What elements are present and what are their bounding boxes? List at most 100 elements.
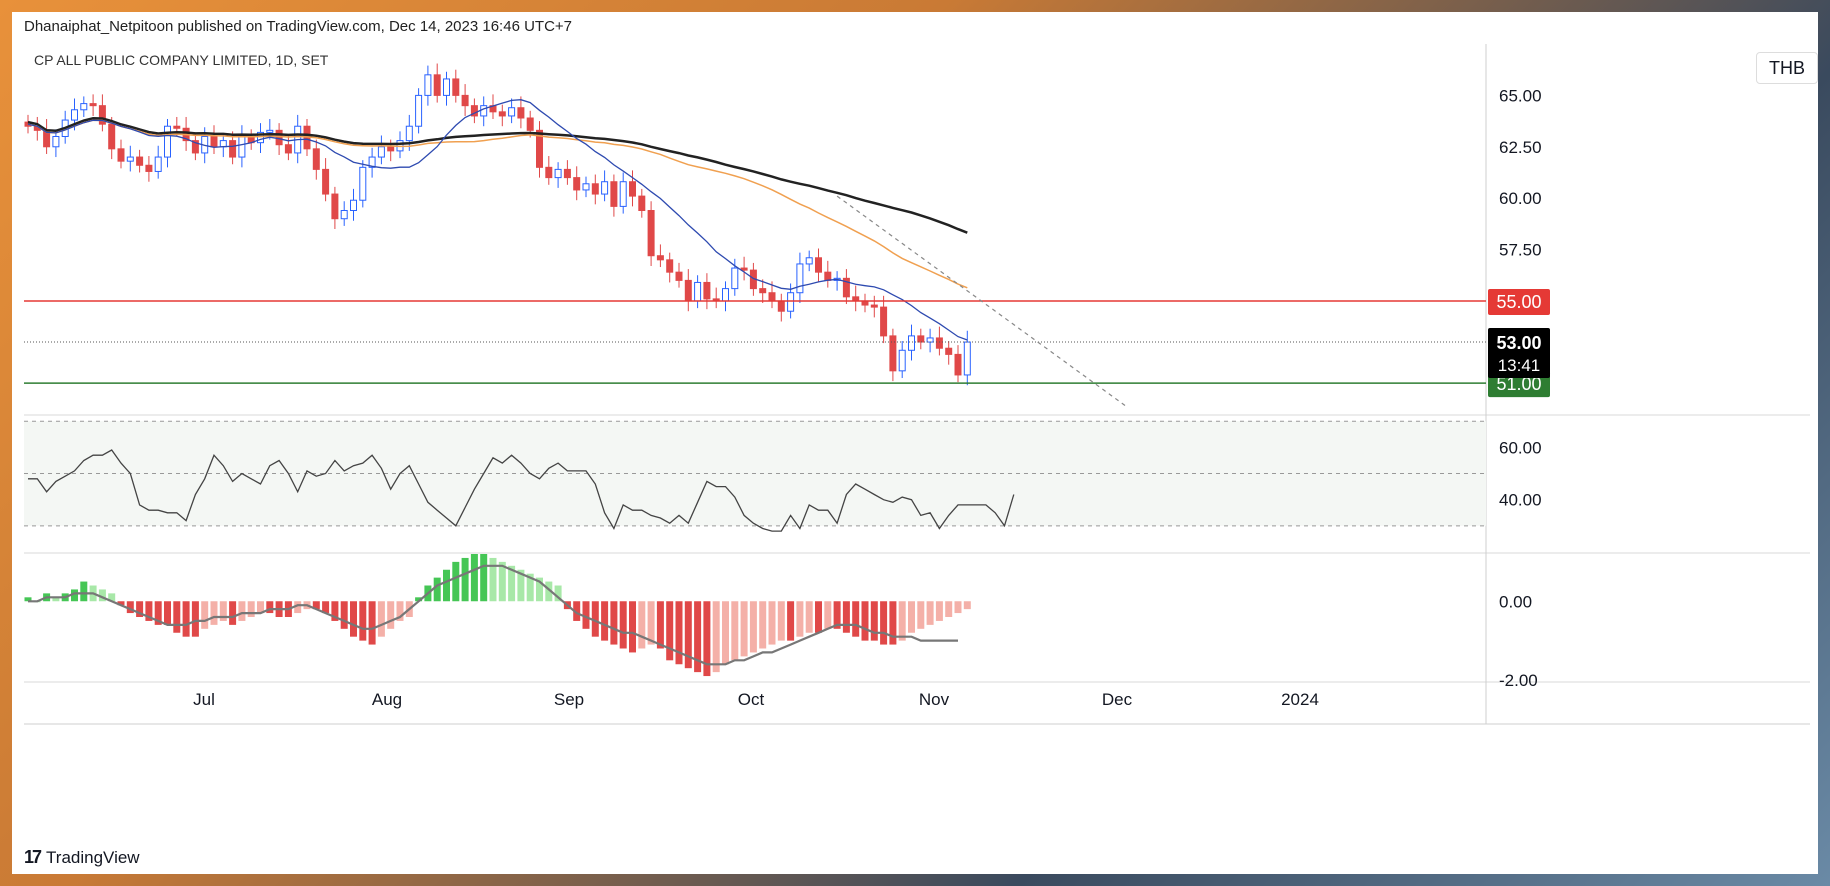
candle-body: [954, 353, 962, 376]
macd-histogram-bar: [164, 601, 171, 625]
macd-histogram-bar: [619, 601, 627, 649]
macd-histogram-bar: [787, 601, 795, 641]
publisher-line: Dhanaiphat_Netpitoon published on Tradin…: [24, 18, 573, 35]
level-price-badge: [1488, 288, 1550, 315]
price-tick-label: 65.00: [1499, 86, 1542, 105]
macd-histogram-bar: [294, 601, 302, 614]
macd-histogram-bar: [52, 597, 60, 602]
macd-histogram-bar: [647, 601, 655, 645]
candle-body: [508, 107, 516, 117]
last-price-badge: [1488, 328, 1550, 379]
level-price-label: 51.00: [1496, 374, 1541, 394]
candle-body: [266, 129, 274, 133]
macd-histogram-bar: [526, 573, 534, 602]
time-tick-label: Oct: [738, 690, 765, 709]
macd-histogram-bar: [312, 601, 320, 610]
sma-long-line: [27, 117, 968, 234]
time-tick-label: Sep: [554, 690, 584, 709]
candle-body: [359, 166, 367, 201]
candle-body: [703, 281, 711, 300]
chart-frame: Dhanaiphat_Netpitoon published on Tradin…: [12, 12, 1818, 874]
macd-histogram-bar: [926, 601, 934, 625]
level-price-label: 55.00: [1496, 292, 1541, 312]
candle-body: [610, 181, 618, 207]
macd-histogram-bar: [229, 601, 237, 625]
macd-histogram-bar: [861, 601, 869, 641]
candle-body: [554, 168, 562, 179]
macd-histogram-bar: [508, 565, 516, 602]
macd-tick-label: 0.00: [1499, 592, 1532, 611]
rsi-line: [28, 449, 1015, 532]
macd-histogram-bar: [359, 601, 367, 641]
candle-body: [536, 129, 543, 168]
macd-histogram-bar: [777, 601, 785, 641]
macd-histogram-bar: [173, 601, 181, 633]
candle-body: [108, 123, 116, 150]
sma-mid-line: [27, 119, 968, 289]
macd-histogram-bar: [396, 601, 404, 621]
chart-svg[interactable]: 65.00 62.50 60.00 57.50 55.00 51.00 53.00 13:41…: [24, 44, 1810, 839]
candle-body: [842, 277, 850, 298]
candle-body: [526, 117, 534, 131]
macd-histogram-bar: [629, 601, 636, 653]
macd-histogram-bar: [108, 593, 116, 602]
macd-histogram-bar: [842, 601, 850, 633]
candle-body: [805, 257, 813, 265]
macd-histogram-bar: [433, 577, 441, 602]
candle-body: [229, 140, 237, 158]
macd-histogram-bar: [684, 601, 692, 669]
last-price-label: 53.00: [1496, 333, 1541, 353]
candle-body: [684, 279, 692, 302]
macd-histogram-bar: [963, 601, 971, 610]
candle-body: [173, 125, 181, 129]
macd-histogram-bar: [219, 601, 227, 621]
time-tick-label: 2024: [1281, 690, 1319, 709]
candle-body: [740, 267, 748, 271]
macd-histogram-bar: [880, 601, 888, 645]
macd-histogram-bar: [24, 597, 32, 602]
rsi-tick-label: 60.00: [1499, 438, 1542, 457]
candle-body: [461, 94, 469, 107]
macd-histogram-bar: [610, 601, 618, 645]
macd-histogram-bar: [573, 601, 581, 621]
candle-body: [768, 292, 776, 302]
macd-histogram-bar: [331, 601, 339, 621]
candle-body: [545, 166, 553, 179]
candle-body: [257, 131, 264, 144]
candle-body: [415, 94, 423, 127]
macd-histogram-bar: [731, 601, 739, 661]
candle-body: [126, 156, 134, 162]
currency-selector[interactable]: THB: [1756, 52, 1818, 84]
candle-body: [433, 74, 441, 96]
macd-histogram-bar: [703, 601, 711, 677]
macd-histogram-bar: [210, 601, 218, 625]
trendline: [836, 195, 1126, 407]
chart-area[interactable]: 65.00 62.50 60.00 57.50 55.00 51.00 53.00 13:41…: [24, 44, 1818, 839]
candle-body: [582, 183, 590, 191]
macd-histogram-bar: [71, 589, 78, 602]
tradingview-brand: TradingView: [46, 847, 140, 867]
price-tick-label: 60.00: [1499, 189, 1542, 208]
candle-body: [963, 341, 971, 376]
macd-histogram-bar: [377, 601, 385, 637]
price-tick-label: 57.50: [1499, 241, 1542, 260]
candle-body: [898, 349, 906, 372]
candle-body: [656, 255, 664, 261]
macd-histogram-bar: [768, 601, 776, 645]
candle-body: [787, 292, 795, 312]
tradingview-logo[interactable]: 17 TradingView: [24, 847, 140, 868]
candle-body: [350, 199, 357, 212]
macd-histogram-bar: [536, 577, 543, 602]
candle-body: [145, 164, 153, 172]
macd-histogram-bar: [452, 561, 460, 602]
candle-body: [796, 263, 804, 294]
candle-body: [647, 210, 655, 257]
macd-histogram-bar: [815, 601, 822, 633]
macd-histogram-bar: [191, 601, 199, 637]
macd-histogram-bar: [117, 601, 125, 606]
symbol-title: CP ALL PUBLIC COMPANY LIMITED, 1D, SET: [34, 52, 329, 68]
macd-histogram-bar: [898, 601, 906, 641]
candle-body: [629, 181, 636, 197]
candle-body: [917, 335, 925, 343]
candle-body: [926, 337, 934, 343]
